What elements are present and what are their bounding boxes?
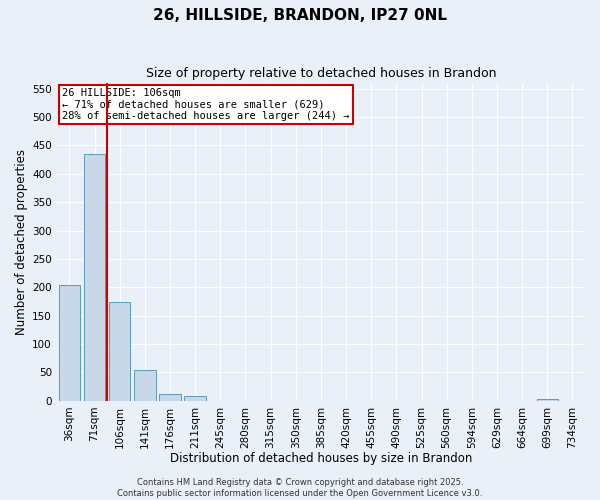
Text: Contains HM Land Registry data © Crown copyright and database right 2025.
Contai: Contains HM Land Registry data © Crown c…: [118, 478, 482, 498]
Bar: [536, 398, 558, 401]
Bar: [159, 394, 181, 401]
Bar: [134, 370, 155, 401]
Bar: [84, 154, 105, 401]
Bar: [184, 396, 206, 401]
Y-axis label: Number of detached properties: Number of detached properties: [15, 149, 28, 335]
Text: 26, HILLSIDE, BRANDON, IP27 0NL: 26, HILLSIDE, BRANDON, IP27 0NL: [153, 8, 447, 22]
X-axis label: Distribution of detached houses by size in Brandon: Distribution of detached houses by size …: [170, 452, 472, 465]
Bar: [59, 284, 80, 401]
Title: Size of property relative to detached houses in Brandon: Size of property relative to detached ho…: [146, 68, 496, 80]
Bar: [109, 302, 130, 401]
Text: 26 HILLSIDE: 106sqm
← 71% of detached houses are smaller (629)
28% of semi-detac: 26 HILLSIDE: 106sqm ← 71% of detached ho…: [62, 88, 350, 121]
